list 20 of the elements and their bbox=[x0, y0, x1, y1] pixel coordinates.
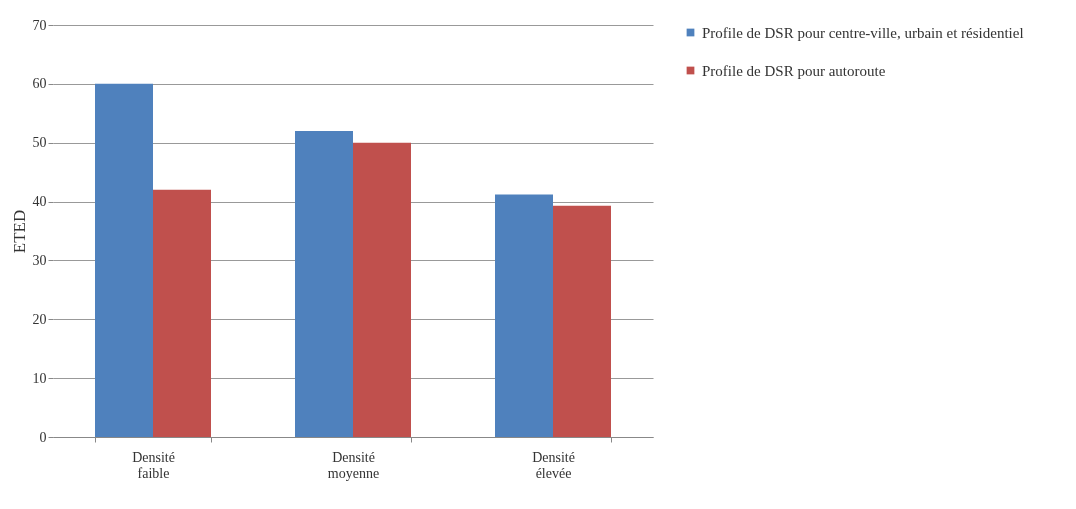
bar bbox=[295, 130, 353, 437]
y-tick-label: 60 bbox=[32, 76, 47, 92]
y-tick-label: 70 bbox=[32, 17, 47, 33]
x-tick-label: Densité élevée bbox=[532, 449, 575, 481]
y-tick-label: 20 bbox=[32, 311, 47, 327]
legend-label: Profile de DSR pour centre-ville, urbain et résidentiel bbox=[702, 24, 1024, 41]
bar bbox=[553, 205, 611, 437]
y-tick-label: 10 bbox=[32, 370, 47, 386]
y-tick-label: 50 bbox=[32, 135, 47, 151]
y-tick-label: 0 bbox=[39, 429, 47, 445]
bar bbox=[353, 142, 411, 437]
y-tick-label: 40 bbox=[32, 194, 47, 210]
bar bbox=[95, 83, 153, 437]
legend-label: Profile de DSR pour autoroute bbox=[702, 62, 886, 79]
y-axis-title: ETED bbox=[9, 209, 29, 254]
bar bbox=[153, 189, 211, 437]
bar bbox=[495, 194, 553, 437]
x-tick-label: Densité faible bbox=[132, 449, 175, 481]
y-tick-label: 30 bbox=[32, 252, 47, 268]
x-tick-label: Densité moyenne bbox=[327, 449, 380, 481]
